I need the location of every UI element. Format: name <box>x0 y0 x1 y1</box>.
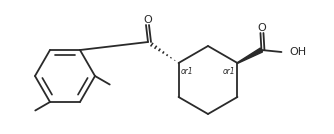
Polygon shape <box>237 48 263 63</box>
Text: O: O <box>143 15 152 25</box>
Text: O: O <box>257 23 266 33</box>
Text: OH: OH <box>290 47 307 57</box>
Text: or1: or1 <box>223 68 236 77</box>
Text: or1: or1 <box>180 68 193 77</box>
